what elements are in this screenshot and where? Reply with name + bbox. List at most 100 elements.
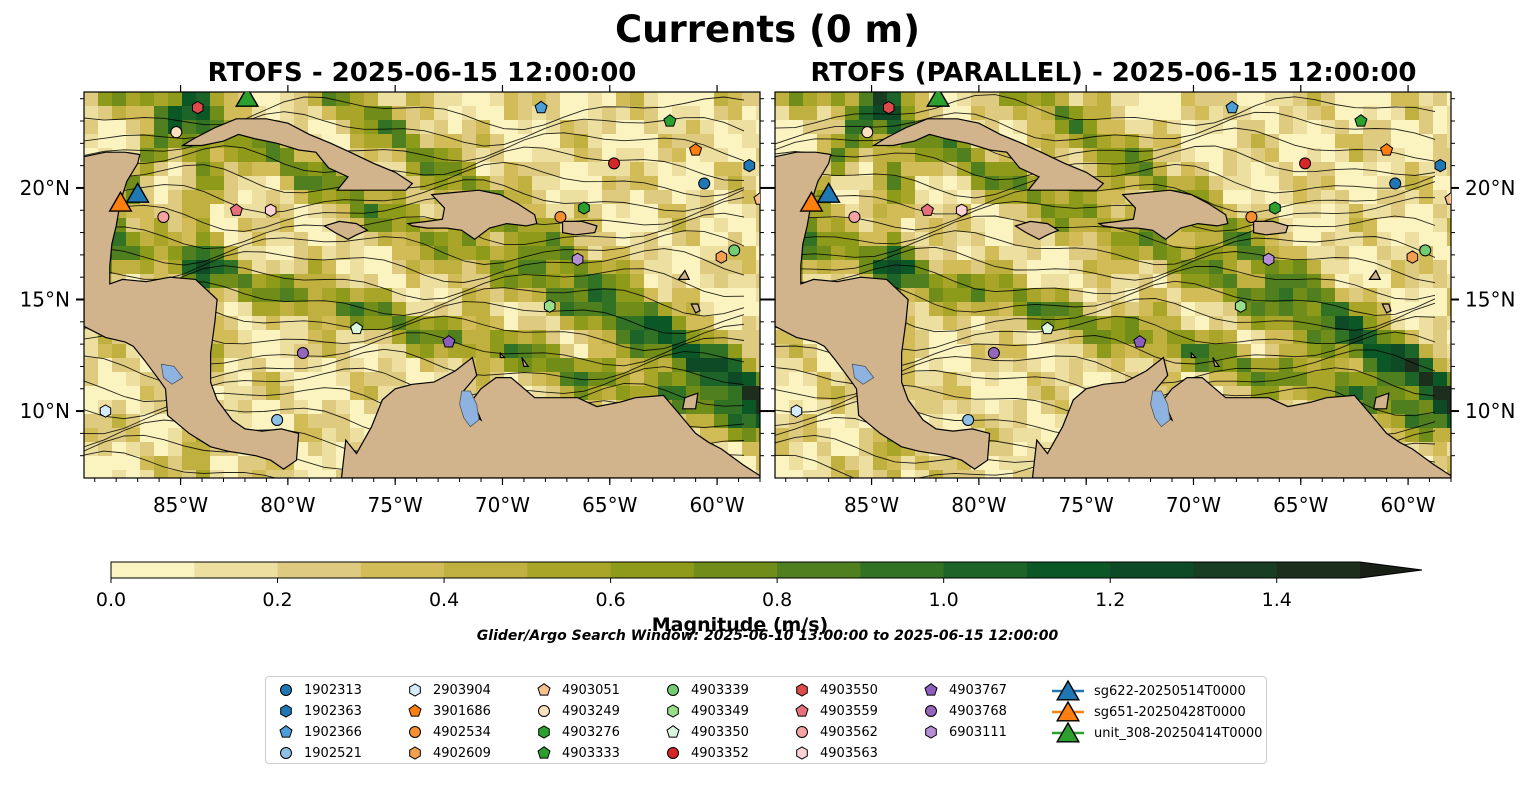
- triangle-icon: [1052, 721, 1084, 743]
- glider-marker-unit_308-20250414T0000: [926, 92, 951, 107]
- legend-label: sg622-20250514T0000: [1094, 683, 1246, 699]
- float-marker-4903051: [1444, 192, 1451, 205]
- legend-label: unit_308-20250414T0000: [1094, 725, 1263, 741]
- colorbar-bin: [1110, 562, 1195, 578]
- float-marker-4902609: [715, 250, 728, 264]
- hexagon-icon: [280, 704, 292, 718]
- legend-item-1902313: 1902313: [276, 681, 362, 699]
- lon-tick-label: 80°W: [951, 493, 1006, 517]
- float-marker-4903350: [1041, 321, 1055, 335]
- lat-tick-label: 15°N: [1465, 288, 1515, 312]
- triangle-icon: [1052, 700, 1084, 722]
- float-marker-4903249: [170, 126, 183, 139]
- float-marker-4903768: [987, 347, 1000, 360]
- colorbar-bin: [1276, 562, 1361, 578]
- legend-item-sg622-20250514T0000: sg622-20250514T0000: [1050, 679, 1246, 703]
- float-marker-4903051: [753, 192, 760, 205]
- lon-tick-label: 80°W: [260, 493, 315, 517]
- float-marker-4903559: [229, 203, 243, 216]
- legend-label: 4903767: [949, 682, 1007, 698]
- colorbar: 0.0 0.2 0.4 0.6 0.8 1.0 1.2 1.4: [96, 561, 1423, 611]
- legend-item-4903767: 4903767: [921, 681, 1007, 699]
- legend-item-4903276: 4903276: [534, 723, 620, 741]
- float-marker-1902313: [1389, 177, 1402, 190]
- legend-label: 4903352: [691, 745, 749, 761]
- float-marker-4903349: [1234, 299, 1247, 313]
- float-marker-4903563: [264, 203, 277, 217]
- float-marker-3901686: [1380, 143, 1394, 156]
- colorbar-bin: [277, 562, 362, 578]
- legend-label: 6903111: [949, 724, 1007, 740]
- lat-tick-label: 20°N: [1465, 176, 1515, 200]
- lon-tick-label: 75°W: [1059, 493, 1114, 517]
- pentagon-icon: [537, 683, 551, 696]
- legend-label: 4902534: [433, 724, 491, 740]
- legend-label: sg651-20250428T0000: [1094, 704, 1246, 720]
- float-marker-4902534: [1245, 210, 1258, 223]
- float-marker-4903352: [608, 157, 621, 170]
- circle-icon: [796, 726, 808, 738]
- colorbar-tick-label: 1.4: [1262, 589, 1292, 611]
- colorbar-bin: [194, 562, 279, 578]
- float-marker-1902521: [271, 413, 284, 426]
- float-marker-4903562: [848, 210, 861, 223]
- float-marker-6903111: [571, 252, 584, 266]
- legend-label: 4903350: [691, 724, 749, 740]
- legend-item-4903562: 4903562: [792, 723, 878, 741]
- float-marker-4903559: [920, 203, 934, 216]
- hexagon-icon: [409, 683, 421, 697]
- float-marker-4903767: [1133, 334, 1147, 348]
- legend-item-4903339: 4903339: [663, 681, 749, 699]
- float-marker-1902363: [1434, 158, 1447, 173]
- lat-tick-label: 15°N: [20, 288, 70, 312]
- panel-2-title: RTOFS (PARALLEL) - 2025-06-15 12:00:00: [810, 58, 1417, 88]
- legend-label: 4903768: [949, 703, 1007, 719]
- legend-label: 4903563: [820, 745, 878, 761]
- colorbar-tick-label: 0.0: [96, 589, 126, 611]
- float-marker-1902366: [1225, 100, 1239, 114]
- lon-tick-label: 70°W: [475, 493, 530, 517]
- pentagon-icon: [408, 704, 422, 717]
- legend-item-3901686: 3901686: [405, 702, 491, 720]
- glider-marker-sg651-20250428T0000: [108, 190, 133, 212]
- glider-marker-unit_308-20250414T0000: [235, 92, 260, 107]
- hexagon-icon: [667, 704, 679, 718]
- legend-item-4902534: 4902534: [405, 723, 491, 741]
- search-window-text: Glider/Argo Search Window: 2025-06-10 13…: [476, 628, 1059, 644]
- legend-label: 4903333: [562, 745, 620, 761]
- circle-icon: [280, 684, 292, 696]
- legend-label: 4903559: [820, 703, 878, 719]
- glider-marker-sg622-20250514T0000: [125, 181, 150, 203]
- triangle-icon: [1052, 679, 1084, 701]
- legend-label: 1902363: [304, 703, 362, 719]
- float-marker-4903562: [157, 210, 170, 223]
- float-marker-4903350: [350, 321, 364, 335]
- colorbar-bin: [860, 562, 945, 578]
- lon-tick-label: 65°W: [582, 493, 637, 517]
- colorbar-tick-label: 0.4: [429, 589, 459, 611]
- legend-label: 4903339: [691, 682, 749, 698]
- legend-label: 4903051: [562, 682, 620, 698]
- float-marker-4903349: [543, 299, 556, 313]
- colorbar-tick-label: 1.2: [1095, 589, 1125, 611]
- legend-item-sg651-20250428T0000: sg651-20250428T0000: [1050, 700, 1246, 724]
- lon-tick-label: 85°W: [844, 493, 899, 517]
- float-marker-2903904: [790, 404, 803, 418]
- legend-item-4903349: 4903349: [663, 702, 749, 720]
- colorbar-bin: [693, 562, 778, 578]
- legend-item-4902609: 4902609: [405, 744, 491, 762]
- float-marker-4903563: [955, 203, 968, 217]
- legend-label: 4903349: [691, 703, 749, 719]
- legend: 1902313 1902363 1902366 1902521 2903904 39016…: [265, 676, 1267, 764]
- float-marker-4903352: [1299, 157, 1312, 170]
- float-marker-4903339: [728, 244, 741, 257]
- float-marker-2903904: [99, 404, 112, 418]
- colorbar-tick-label: 0.2: [262, 589, 292, 611]
- colorbar-bin: [360, 562, 445, 578]
- legend-label: 1902521: [304, 745, 362, 761]
- legend-item-4903550: 4903550: [792, 681, 878, 699]
- colorbar-tick-label: 0.6: [595, 589, 625, 611]
- legend-item-4903350: 4903350: [663, 723, 749, 741]
- legend-item-unit_308-20250414T0000: unit_308-20250414T0000: [1050, 721, 1262, 745]
- float-marker-4903768: [296, 347, 309, 360]
